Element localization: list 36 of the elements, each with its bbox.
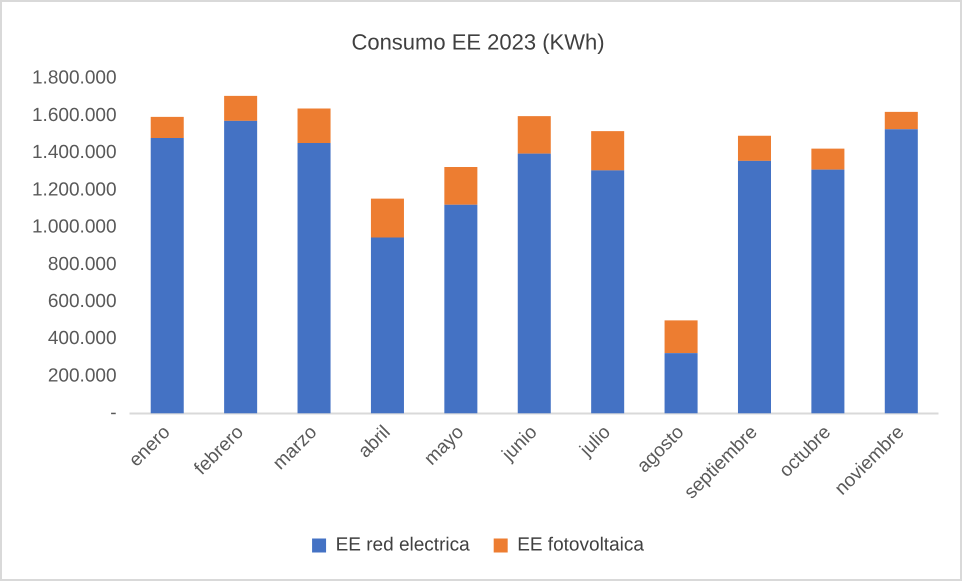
- chart-title: Consumo EE 2023 (KWh): [351, 29, 605, 54]
- bar: [298, 142, 331, 414]
- bar: [811, 148, 844, 170]
- bar: [884, 129, 918, 414]
- bar: [370, 238, 404, 414]
- y-tick-label: 200.000: [48, 365, 117, 386]
- bar: [664, 353, 698, 414]
- bar: [444, 204, 478, 414]
- y-tick-label: -: [110, 402, 117, 424]
- bar: [518, 116, 551, 154]
- bar: [738, 160, 771, 414]
- bar: [150, 116, 184, 138]
- bar: [298, 108, 331, 143]
- y-tick-label: 1.600.000: [32, 104, 117, 126]
- bar: [370, 198, 404, 238]
- bar: [224, 96, 258, 121]
- legend-label: EE fotovoltaica: [517, 534, 644, 556]
- bar: [591, 131, 624, 170]
- bar: [224, 120, 258, 414]
- bar: [150, 138, 184, 414]
- y-tick-label: 1.000.000: [32, 216, 117, 238]
- bar: [884, 112, 918, 130]
- bar: [518, 154, 551, 414]
- legend-label: EE red electrica: [336, 534, 470, 556]
- bar: [738, 136, 771, 161]
- y-tick-label: 600.000: [48, 290, 117, 312]
- x-tick-label: julio: [575, 422, 615, 462]
- bar: [811, 170, 844, 414]
- y-tick-label: 400.000: [48, 328, 117, 350]
- y-tick-label: 800.000: [48, 254, 117, 275]
- y-tick-label: 1.400.000: [32, 142, 117, 164]
- y-tick-label: 1.800.000: [32, 68, 117, 89]
- bar: [591, 170, 624, 414]
- y-tick-label: 1.200.000: [32, 179, 117, 200]
- bar: [664, 320, 698, 354]
- bar: [444, 166, 478, 205]
